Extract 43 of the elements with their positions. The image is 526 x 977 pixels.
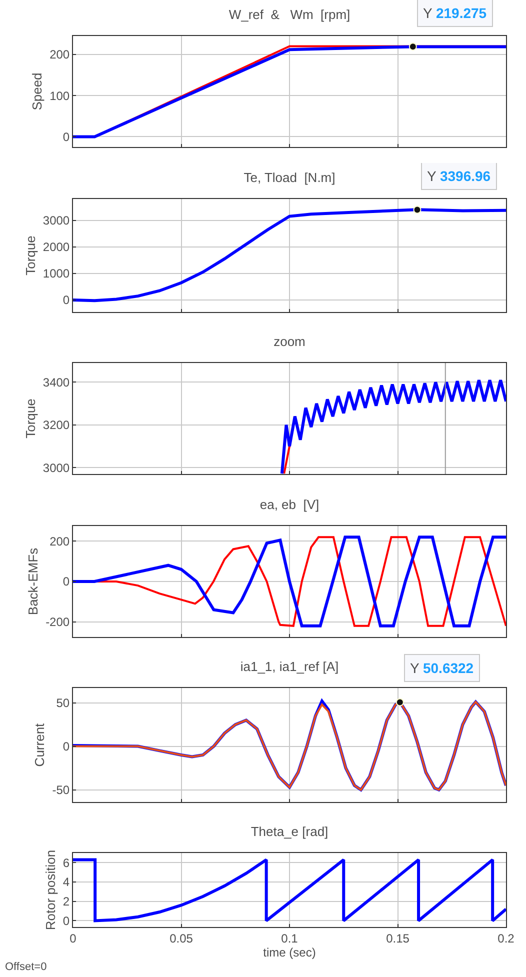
y-tick-label: 2000 (42, 240, 70, 254)
chart-title: W_ref & Wm [rpm] (228, 7, 350, 22)
y-tick-label: 50 (56, 696, 70, 710)
chart-title: Te, Tload [N.m] (244, 170, 336, 186)
x-tick-label: 0.2 (498, 931, 515, 946)
annotation: Y 50.6322 (410, 660, 474, 676)
line-series (73, 858, 506, 922)
y-tick-label: 0 (62, 130, 70, 144)
y-axis-title: Torque (22, 236, 38, 276)
y-tick-label: 6 (62, 856, 70, 870)
y-tick-label: 200 (50, 534, 70, 548)
y-tick-label: 2 (62, 894, 70, 909)
y-axis-title: Speed (30, 72, 45, 110)
y-axis-title: Current (32, 722, 48, 767)
annotation: Y 219.275 (423, 5, 487, 21)
y-tick-label: 3400 (42, 375, 70, 390)
y-tick-label: 4 (62, 875, 70, 890)
y-tick-label: 3200 (42, 418, 70, 432)
line-series (280, 378, 506, 474)
text: Offset=0 (5, 961, 47, 973)
y-axis-title: Rotor position (42, 850, 58, 930)
y-axis-title: Torque (22, 398, 38, 438)
y-tick-label: 3000 (42, 213, 70, 228)
x-axis-title: time (sec) (263, 945, 316, 960)
y-tick-label: -200 (46, 615, 70, 630)
y-tick-label: 3000 (42, 460, 70, 475)
x-tick-label: 0.1 (281, 931, 298, 946)
y-tick-label: 0 (62, 293, 70, 308)
y-tick-label: 200 (50, 48, 70, 62)
y-tick-label: 1000 (42, 266, 70, 281)
y-axis-title: Back-EMFs (26, 547, 41, 616)
chart-title: ia1_1, ia1_ref [A] (240, 659, 339, 674)
x-tick-label: 0.15 (386, 931, 410, 946)
x-tick-label: 0.05 (170, 931, 194, 946)
chart-title: ea, eb [V] (260, 497, 320, 512)
annotation: Y 3396.96 (427, 168, 491, 184)
y-tick-label: 0 (62, 574, 70, 589)
chart-title: zoom (274, 334, 306, 350)
y-tick-label: 100 (50, 88, 70, 103)
y-tick-label: 0 (62, 740, 70, 754)
y-tick-label: -50 (52, 783, 70, 798)
y-tick-label: 0 (62, 914, 70, 928)
chart-title: Theta_e [rad] (250, 824, 328, 840)
